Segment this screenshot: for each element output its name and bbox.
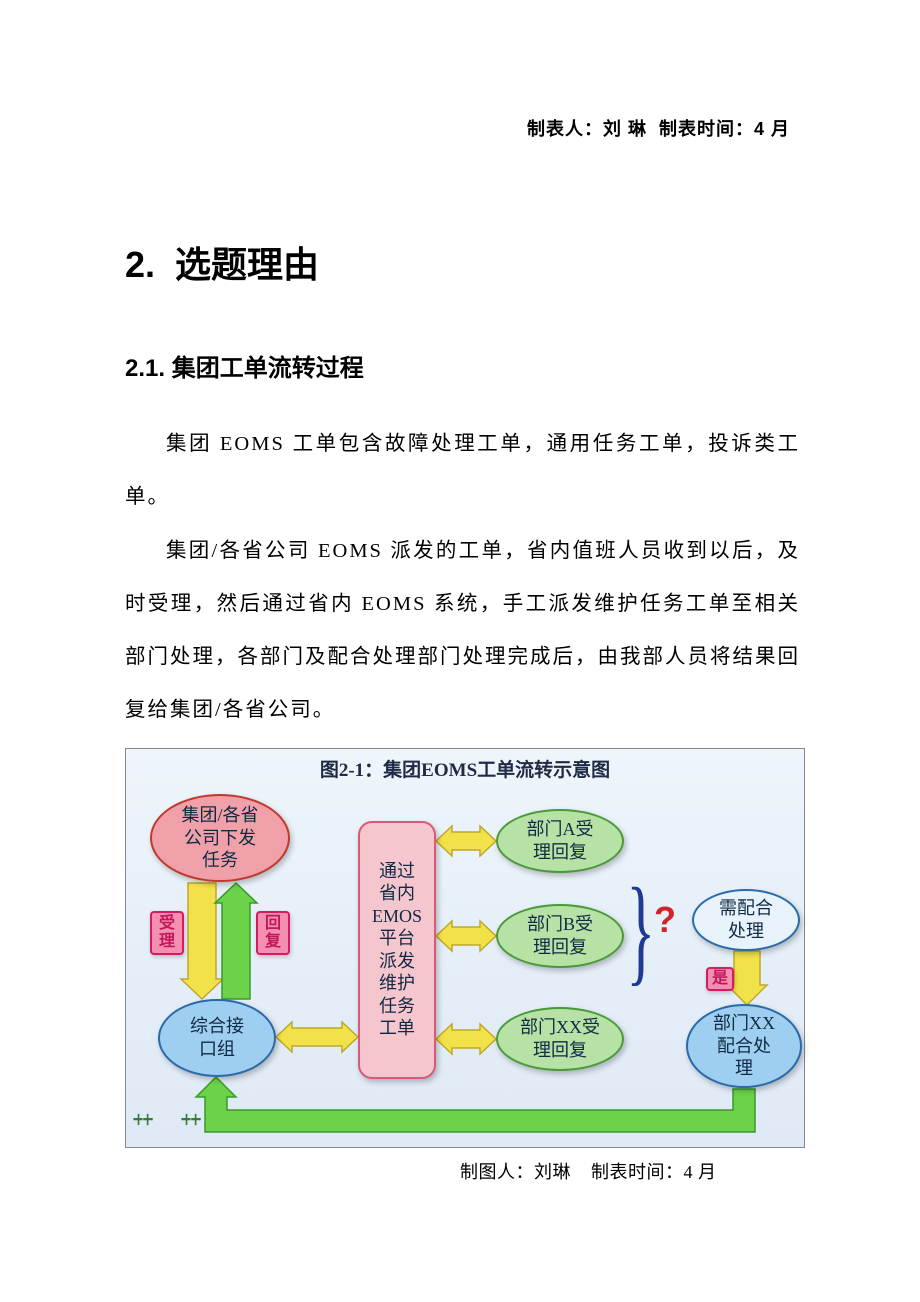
brace-icon: } bbox=[626, 861, 655, 999]
section-title: 2. 选题理由 bbox=[125, 236, 800, 288]
paragraph: 集团 EOMS 工单包含故障处理工单，通用任务工单，投诉类工单。 bbox=[125, 418, 800, 525]
flowchart-diagram: 图2-1：集团EOMS工单流转示意图 } ? ⺿ ⺿ 集团/各省公司下发任务综合… bbox=[125, 748, 805, 1148]
header-meta: 制表人：刘 琳 制表时间：4 月 bbox=[125, 115, 800, 141]
diagram-footer-meta: 制图人：刘琳 制表时间：4 月 bbox=[125, 1158, 805, 1184]
node-coop: 部门XX配合处理 bbox=[686, 1004, 802, 1088]
subsection-name: 集团工单流转过程 bbox=[172, 355, 364, 382]
author-label: 制图人： bbox=[460, 1162, 534, 1182]
time-label: 制表时间： bbox=[659, 119, 754, 139]
tag-yes: 是 bbox=[706, 967, 734, 991]
grass-decoration-icon: ⺿ bbox=[180, 1104, 202, 1149]
node-issue: 集团/各省公司下发任务 bbox=[150, 794, 290, 882]
node-hub: 综合接口组 bbox=[158, 999, 276, 1077]
author-name: 刘 琳 bbox=[603, 119, 647, 139]
time-value: 4 月 bbox=[754, 119, 790, 139]
time-label: 制表时间： bbox=[591, 1162, 684, 1182]
node-depB: 部门B受理回复 bbox=[496, 904, 624, 968]
section-name: 选题理由 bbox=[175, 244, 319, 285]
grass-decoration-icon: ⺿ bbox=[132, 1104, 154, 1149]
node-depX: 部门XX受理回复 bbox=[496, 1007, 624, 1071]
question-mark-icon: ? bbox=[654, 899, 676, 941]
subsection-num: 2.1. bbox=[125, 355, 165, 382]
time-value: 4 月 bbox=[684, 1162, 717, 1182]
diagram-title: 图2-1：集团EOMS工单流转示意图 bbox=[126, 755, 804, 782]
tag-accept: 受理 bbox=[150, 911, 184, 955]
node-dispatch: 通过省内EMOS平台派发维护任务工单 bbox=[358, 821, 436, 1079]
section-num: 2. bbox=[125, 244, 155, 285]
node-depA: 部门A受理回复 bbox=[496, 809, 624, 873]
tag-reply: 回复 bbox=[256, 911, 290, 955]
body-text: 集团 EOMS 工单包含故障处理工单，通用任务工单，投诉类工单。 集团/各省公司… bbox=[125, 418, 800, 738]
node-need: 需配合处理 bbox=[692, 889, 800, 951]
author-name: 刘琳 bbox=[534, 1162, 571, 1182]
paragraph: 集团/各省公司 EOMS 派发的工单，省内值班人员收到以后，及时受理，然后通过省… bbox=[125, 525, 800, 738]
subsection-title: 2.1. 集团工单流转过程 bbox=[125, 348, 800, 383]
author-label: 制表人： bbox=[527, 119, 603, 139]
